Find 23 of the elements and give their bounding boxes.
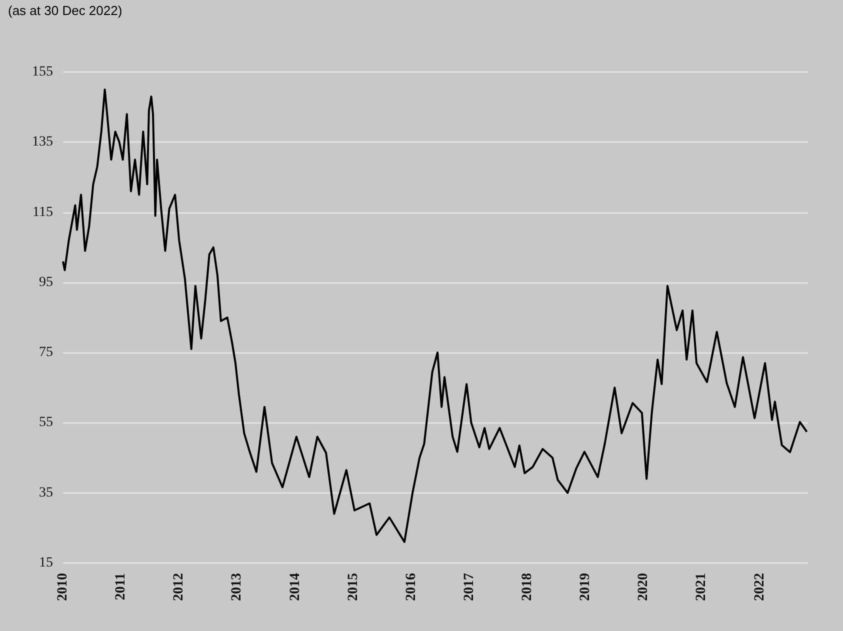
y-tick-label: 95: [39, 274, 53, 290]
line-series: [62, 88, 808, 543]
y-tick-label: 55: [39, 415, 53, 430]
x-tick-label: 2010: [56, 573, 70, 601]
x-tick-label: 2011: [114, 573, 129, 600]
x-tick-label: 2021: [694, 573, 710, 601]
y-tick-label: 135: [32, 134, 53, 150]
x-tick-label: 2016: [404, 573, 419, 601]
y-tick-label: 155: [32, 64, 53, 80]
x-tick-label: 2014: [288, 573, 303, 601]
y-tick-label: 115: [32, 204, 53, 220]
x-tick-label: 2019: [578, 573, 594, 601]
x-tick-label: 2020: [636, 573, 652, 601]
y-tick-label: 15: [39, 556, 53, 570]
x-tick-label: 2018: [520, 573, 536, 601]
x-tick-label: 2015: [346, 573, 361, 601]
x-tick-label: 2017: [462, 573, 477, 601]
y-tick-label: 75: [39, 345, 53, 360]
y-tick-label: 35: [39, 485, 53, 500]
text: (as at 30 Dec 2022): [8, 3, 122, 18]
x-tick-label: 2013: [230, 573, 245, 601]
x-tick-label: 2012: [172, 573, 187, 601]
x-tick-label: 2022: [752, 573, 768, 601]
